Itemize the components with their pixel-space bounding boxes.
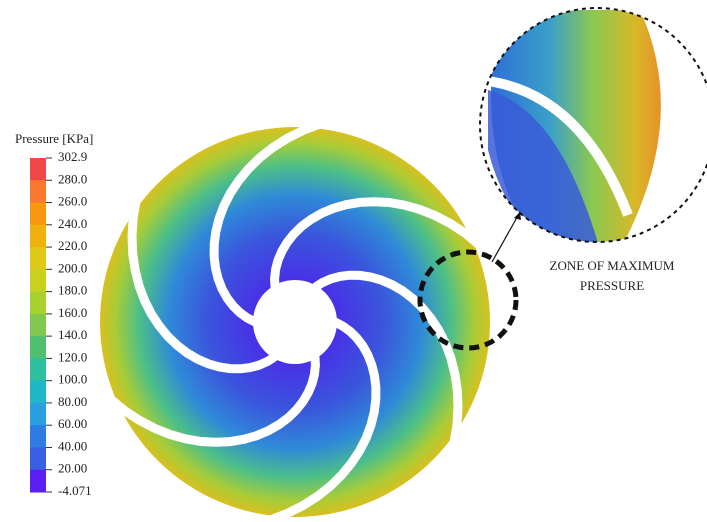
colorbar-tick-label: 240.0 <box>58 216 87 231</box>
blade-gap <box>270 197 483 288</box>
max-pressure-circle <box>417 249 519 351</box>
colorbar-tick-label: 100.0 <box>58 372 87 387</box>
colorbar-tick-label: 180.0 <box>58 283 87 298</box>
colorbar-band <box>30 402 46 426</box>
colorbar-band <box>30 469 46 493</box>
colorbar: 302.9 280.0 260.0 240.0 220.0 200.0 180.0 160.0… <box>30 149 92 498</box>
blade-gap <box>312 270 463 445</box>
colorbar-tick-label: 220.0 <box>58 238 87 253</box>
colorbar-band <box>30 224 46 248</box>
colorbar-band <box>30 180 46 204</box>
colorbar-band <box>30 358 46 382</box>
colorbar-band <box>30 313 46 337</box>
colorbar-tick-label: -4.071 <box>58 483 92 498</box>
zoom-content <box>480 10 661 242</box>
colorbar-band <box>30 447 46 471</box>
colorbar-band <box>30 336 46 359</box>
blade-gap <box>267 318 381 522</box>
colorbar-title: Pressure [KPa] <box>15 131 93 146</box>
blade-gap <box>107 356 320 447</box>
blade-gap <box>127 199 278 374</box>
impeller-blades <box>107 119 483 522</box>
colorbar-tick-label: 200.0 <box>58 260 87 275</box>
colorbar-band <box>30 202 46 226</box>
colorbar-tick-label: 280.0 <box>58 171 87 186</box>
blade-gap <box>209 119 323 326</box>
colorbar-tick-label: 260.0 <box>58 194 87 209</box>
colorbar-tick-label: 302.9 <box>58 149 87 164</box>
colorbar-band <box>30 269 46 293</box>
colorbar-band <box>30 380 46 404</box>
annotation-line: ZONE OF MAXIMUM <box>550 258 675 273</box>
zoom-blade-gap <box>480 75 633 217</box>
pointer-arrow <box>491 211 521 263</box>
colorbar-band <box>30 425 46 448</box>
colorbar-tick-label: 120.0 <box>58 349 87 364</box>
colorbar-tick-label: 60.00 <box>58 416 87 431</box>
colorbar-tick-label: 40.00 <box>58 438 87 453</box>
colorbar-band <box>30 291 46 315</box>
colorbar-tick-label: 20.00 <box>58 461 87 476</box>
impeller-hub <box>253 280 337 364</box>
arrow-head <box>514 212 521 220</box>
colorbar-band <box>30 247 46 270</box>
colorbar-tick-label: 80.00 <box>58 394 87 409</box>
colorbar-tick-label: 160.0 <box>58 305 87 320</box>
annotation-line: PRESSURE <box>580 278 644 293</box>
colorbar-band <box>30 158 46 181</box>
colorbar-tick-label: 140.0 <box>58 327 87 342</box>
